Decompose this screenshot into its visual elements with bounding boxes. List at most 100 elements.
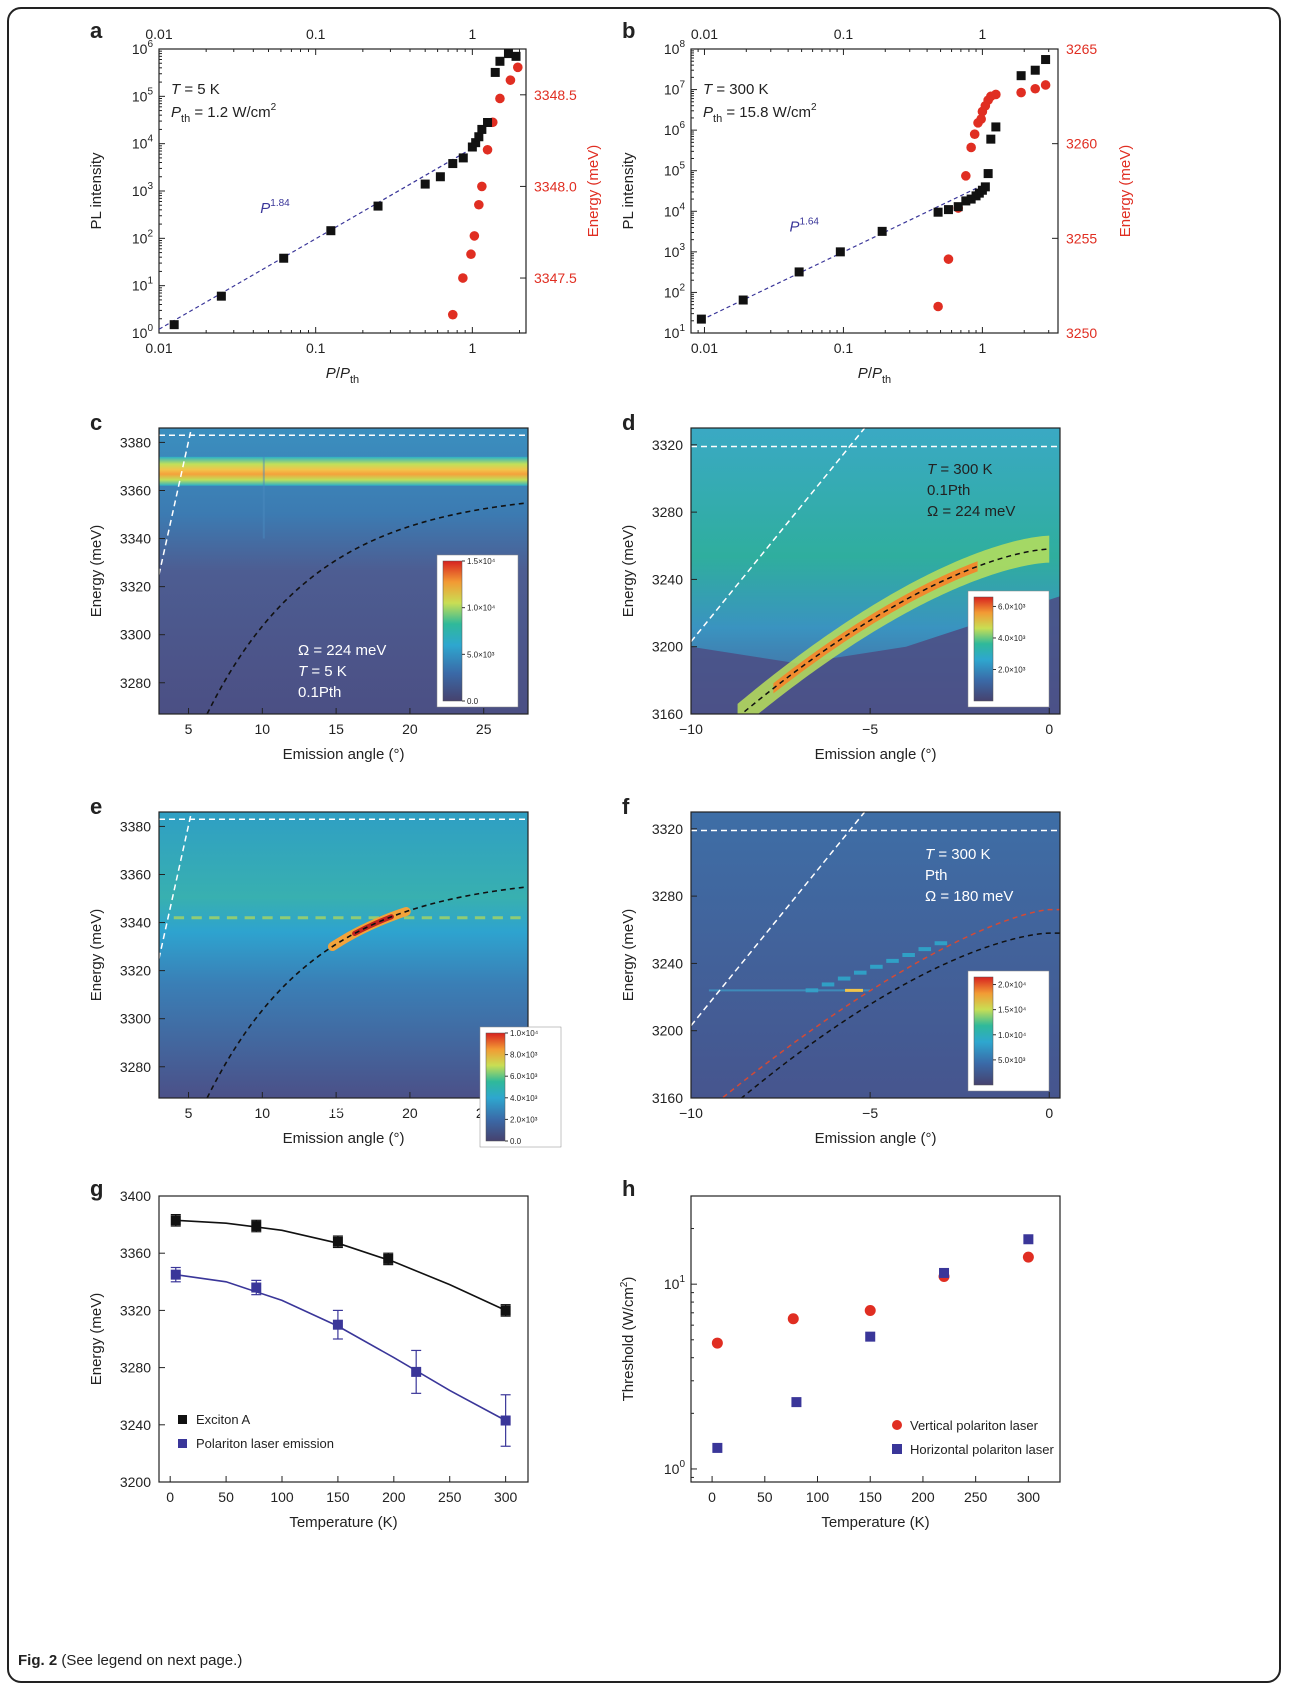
panel-f-xtick-label: −5	[862, 1105, 878, 1121]
caption-label: Fig. 2	[18, 1652, 58, 1669]
panel-a-energy-point	[447, 309, 458, 320]
panel-g-xtick-label: 300	[494, 1489, 518, 1505]
panel-c-ytick-label: 3280	[120, 675, 151, 691]
panel-a-intensity-point	[483, 118, 493, 128]
panel-d-map	[691, 428, 1060, 714]
panel-b-energy-point	[976, 114, 986, 124]
panel-f-lower-polariton-line	[740, 932, 1060, 1098]
panel-e-xtick-label: 20	[402, 1105, 418, 1121]
panel-h-xtick-label: 100	[806, 1489, 830, 1505]
panel-f-colorbar-label: 1.0×10⁴	[998, 1031, 1027, 1040]
panel-h-point	[712, 1442, 723, 1453]
panel-d-xtick-label: 0	[1045, 721, 1053, 737]
panel-b-xtick-label: 0.1	[834, 340, 854, 356]
panel-b-ytick-label: 101	[664, 323, 686, 341]
panel-b-xtick-top-label: 1	[978, 26, 986, 42]
panel-b-xtick-label: 0.01	[691, 340, 718, 356]
panel-b-xtick-top-label: 0.1	[834, 26, 854, 42]
panel-h-xlabel: Temperature (K)	[821, 1514, 929, 1531]
panel-d-letter: d	[622, 410, 635, 435]
panel-d-ytick-label: 3240	[652, 571, 683, 587]
panel-e-colorbar	[485, 1032, 506, 1142]
panel-f-annotation: Pth	[925, 867, 948, 884]
panel-h-ytick-label: 101	[664, 1274, 686, 1292]
panel-b-temp-annotation: T = 300 K	[703, 81, 768, 98]
panel-e-colorbar-label: 4.0×10³	[510, 1094, 538, 1103]
panel-a-xtick-label: 0.01	[145, 340, 172, 356]
panel-f-axes: −10 −5 0 3160 3200 3240 3280 3320 f Energy (meV) E…	[620, 794, 1061, 1147]
panel-d-photon-line	[691, 428, 866, 643]
panel-a-xtick-top-label: 1	[468, 26, 476, 42]
panel-a-intensity-point	[435, 172, 445, 182]
panel-b-y2label: Energy (meV)	[1117, 145, 1134, 238]
panel-a-pth-annotation: Pth = 1.2 W/cm2	[171, 102, 277, 125]
panel-h-axes-frame	[690, 1195, 1061, 1483]
panel-a-intensity-point	[373, 201, 383, 211]
panel-b-xlabel: P/Pth	[858, 365, 891, 386]
panel-e-colorbar-label: 0.0	[510, 1137, 522, 1146]
panel-a-energy-point	[474, 199, 484, 210]
panel-e-colorbar-label: 8.0×10³	[510, 1051, 538, 1060]
panel-g-ytick-label: 3320	[120, 1302, 151, 1318]
panel-e-ytick-label: 3380	[120, 818, 151, 834]
panel-b-intensity-point	[966, 194, 976, 204]
panel-a-y2tick-label: 3348.0	[534, 178, 577, 194]
panel-b-intensity-point	[1016, 71, 1026, 81]
panel-c-ylabel: Energy (meV)	[88, 525, 105, 618]
caption-text: (See legend on next page.)	[61, 1652, 243, 1669]
panel-b-ytick-label: 103	[664, 242, 686, 260]
panel-a-energy-point	[512, 62, 523, 73]
panel-g-point	[332, 1319, 343, 1330]
panel-d-axes-frame	[690, 427, 1061, 715]
panel-f-colorbar-label: 2.0×10⁴	[998, 981, 1027, 990]
panel-d-ytick-label: 3200	[652, 639, 683, 655]
panel-a-ytick-label: 102	[132, 228, 154, 246]
panel-h-xtick-label: 250	[964, 1489, 988, 1505]
panel-e-axes: 510152025328033003320334033603380eEnergy…	[88, 794, 562, 1160]
panel-g-ytick-label: 3280	[120, 1360, 151, 1376]
panel-b-energy-point	[933, 301, 943, 312]
panel-f-colorbar-label: 5.0×10³	[998, 1056, 1026, 1065]
panel-a-energy-point	[477, 181, 487, 192]
panel-g-ylabel: Energy (meV)	[88, 1293, 105, 1386]
panel-a-intensity-point	[477, 124, 487, 134]
panel-c-colorbar-label: 1.5×10⁴	[467, 557, 496, 566]
panel-c-xtick-label: 5	[185, 721, 193, 737]
panel-a-y2tick-label: 3348.5	[534, 87, 577, 103]
panel-a-xtick-label: 0.1	[306, 340, 326, 356]
panel-g-ytick-label: 3360	[120, 1245, 151, 1261]
panel-b-ytick-label: 105	[664, 161, 686, 179]
panel-b-intensity-point	[1041, 55, 1051, 65]
panel-f-colorbar	[973, 976, 994, 1086]
panel-b-energy-point	[1016, 87, 1026, 98]
panel-a-intensity-point	[471, 138, 481, 148]
panel-c-colorbar	[442, 560, 463, 702]
panel-d-axes: −10 −5 0 3160 3200 3240 3280 3320 d Energy (meV) E…	[620, 410, 1061, 763]
panel-b-energy-point	[961, 171, 971, 181]
panel-a-fit-label: P1.84	[260, 198, 290, 217]
panel-c-annotation: 0.1Pth	[298, 684, 341, 701]
panel-d-colorbar-label: 2.0×10³	[998, 665, 1026, 674]
panel-a-intensity-point	[490, 67, 500, 77]
panel-f-shifted-polariton-line	[721, 908, 1060, 1098]
panel-f-photon-line	[691, 812, 866, 1027]
panel-h-xtick-label: 200	[911, 1489, 935, 1505]
panel-a-xtick-label: 1	[468, 340, 476, 356]
figure-frame	[7, 7, 1281, 1683]
panel-h-xtick-label: 50	[757, 1489, 773, 1505]
panel-a-y2label: Energy (meV)	[585, 145, 602, 238]
panel-a-intensity-point	[279, 253, 289, 263]
panel-c-colorbar-label: 5.0×10³	[467, 650, 495, 659]
panel-c-xtick-label: 25	[476, 721, 492, 737]
panel-f-letter: f	[622, 794, 630, 819]
panel-f-annotation: T = 300 K	[925, 846, 990, 863]
panel-a-ytick-label: 104	[132, 134, 154, 152]
panel-f-ytick-label: 3160	[652, 1090, 683, 1106]
panel-e-ytick-label: 3280	[120, 1059, 151, 1075]
panel-c-ytick-label: 3300	[120, 627, 151, 643]
panel-h-legend-label: Horizontal polariton laser	[910, 1442, 1054, 1457]
panel-g-point	[251, 1282, 262, 1293]
panel-c-axes-frame	[158, 427, 529, 715]
panel-c-ytick-label: 3360	[120, 482, 151, 498]
panel-f-ylabel: Energy (meV)	[620, 909, 637, 1002]
